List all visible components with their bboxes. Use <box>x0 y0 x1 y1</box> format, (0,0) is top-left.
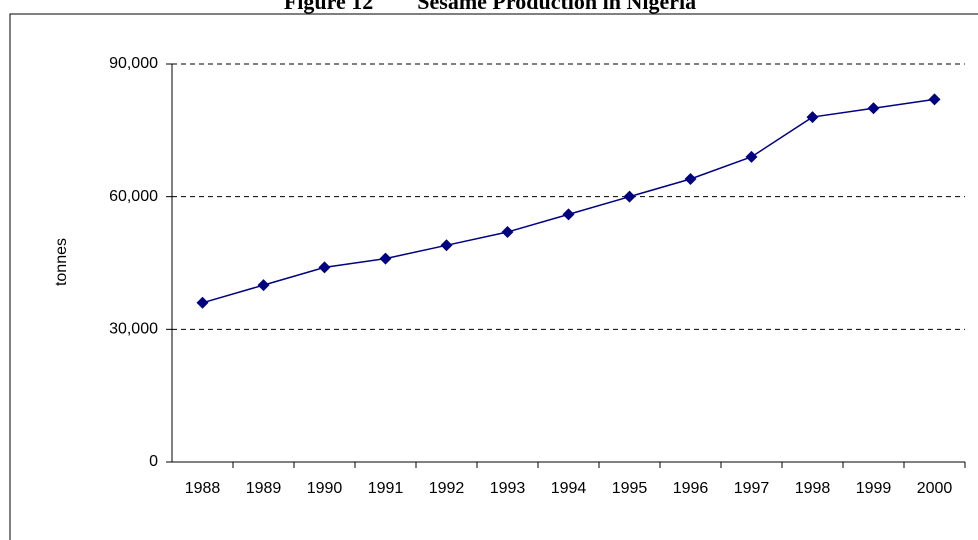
data-point <box>928 93 941 106</box>
data-point <box>806 111 819 124</box>
data-point <box>196 296 209 309</box>
x-tick-label: 1998 <box>795 480 831 497</box>
x-tick-label: 1990 <box>307 480 343 497</box>
data-point <box>440 239 453 252</box>
x-tick-label: 1999 <box>856 480 892 497</box>
x-tick-label: 1997 <box>734 480 770 497</box>
y-tick-label: 0 <box>149 453 158 470</box>
chart-title: Figure 12 Sesame Production in Nigeria <box>284 0 696 14</box>
data-point <box>501 226 514 239</box>
x-tick-label: 1989 <box>246 480 282 497</box>
x-tick-label: 1991 <box>368 480 404 497</box>
data-line <box>202 98 935 304</box>
data-point <box>257 279 270 292</box>
data-point <box>684 172 697 185</box>
x-tick-label: 1996 <box>673 480 709 497</box>
x-tick-label: 1993 <box>490 480 526 497</box>
y-tick-label: 30,000 <box>109 321 158 338</box>
x-tick-label: 1994 <box>551 480 587 497</box>
chart-frame <box>9 13 978 540</box>
x-tick-label: 2000 <box>917 480 953 497</box>
data-point <box>379 252 392 265</box>
y-tick-label: 60,000 <box>109 188 158 205</box>
data-point <box>867 102 880 115</box>
data-point <box>623 190 636 203</box>
y-axis-label: tonnes <box>53 238 70 286</box>
x-tick-label: 1992 <box>429 480 465 497</box>
data-point <box>745 150 758 163</box>
y-tick-label: 90,000 <box>109 55 158 72</box>
x-tick-label: 1995 <box>612 480 648 497</box>
x-tick-label: 1988 <box>185 480 221 497</box>
data-point <box>562 208 575 221</box>
data-point <box>318 261 331 274</box>
